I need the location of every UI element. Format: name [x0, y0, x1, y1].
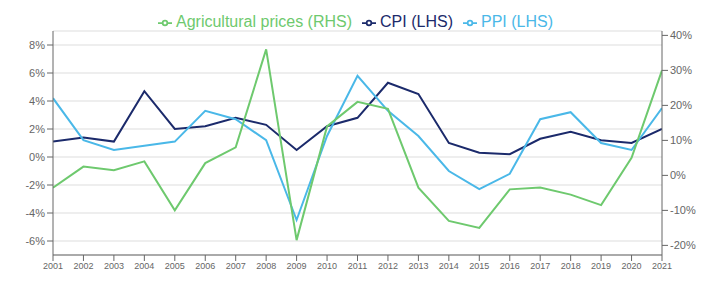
svg-text:6%: 6%: [29, 67, 45, 79]
svg-text:8%: 8%: [29, 39, 45, 51]
svg-text:10%: 10%: [670, 134, 692, 146]
svg-text:2013: 2013: [408, 261, 428, 271]
svg-text:2002: 2002: [73, 261, 93, 271]
svg-text:2006: 2006: [195, 261, 215, 271]
svg-text:2%: 2%: [29, 123, 45, 135]
svg-text:2015: 2015: [469, 261, 489, 271]
svg-text:30%: 30%: [670, 64, 692, 76]
svg-text:-10%: -10%: [670, 204, 696, 216]
svg-text:2009: 2009: [287, 261, 307, 271]
svg-text:2007: 2007: [226, 261, 246, 271]
svg-text:2014: 2014: [439, 261, 459, 271]
svg-text:-4%: -4%: [25, 207, 45, 219]
svg-text:2010: 2010: [317, 261, 337, 271]
svg-text:20%: 20%: [670, 99, 692, 111]
svg-text:40%: 40%: [670, 29, 692, 41]
svg-text:-2%: -2%: [25, 179, 45, 191]
svg-text:2008: 2008: [256, 261, 276, 271]
svg-text:2005: 2005: [165, 261, 185, 271]
html-text:Agricultural prices (RHS): Agricultural prices (RHS): [176, 13, 353, 30]
html-text:CPI (LHS): CPI (LHS): [380, 13, 453, 30]
svg-text:0%: 0%: [670, 169, 686, 181]
svg-text:2004: 2004: [134, 261, 154, 271]
svg-text:-20%: -20%: [670, 239, 696, 251]
svg-text:2001: 2001: [43, 261, 63, 271]
svg-text:2018: 2018: [561, 261, 581, 271]
svg-text:2011: 2011: [348, 261, 367, 271]
svg-text:2016: 2016: [500, 261, 520, 271]
html-text:PPI (LHS): PPI (LHS): [481, 13, 553, 30]
svg-text:-6%: -6%: [25, 235, 45, 247]
svg-text:2017: 2017: [530, 261, 550, 271]
svg-text:2021: 2021: [652, 261, 672, 271]
svg-text:2003: 2003: [104, 261, 124, 271]
svg-text:4%: 4%: [29, 95, 45, 107]
svg-text:2019: 2019: [591, 261, 611, 271]
svg-text:2012: 2012: [378, 261, 398, 271]
svg-text:0%: 0%: [29, 151, 45, 163]
svg-text:2020: 2020: [622, 261, 642, 271]
